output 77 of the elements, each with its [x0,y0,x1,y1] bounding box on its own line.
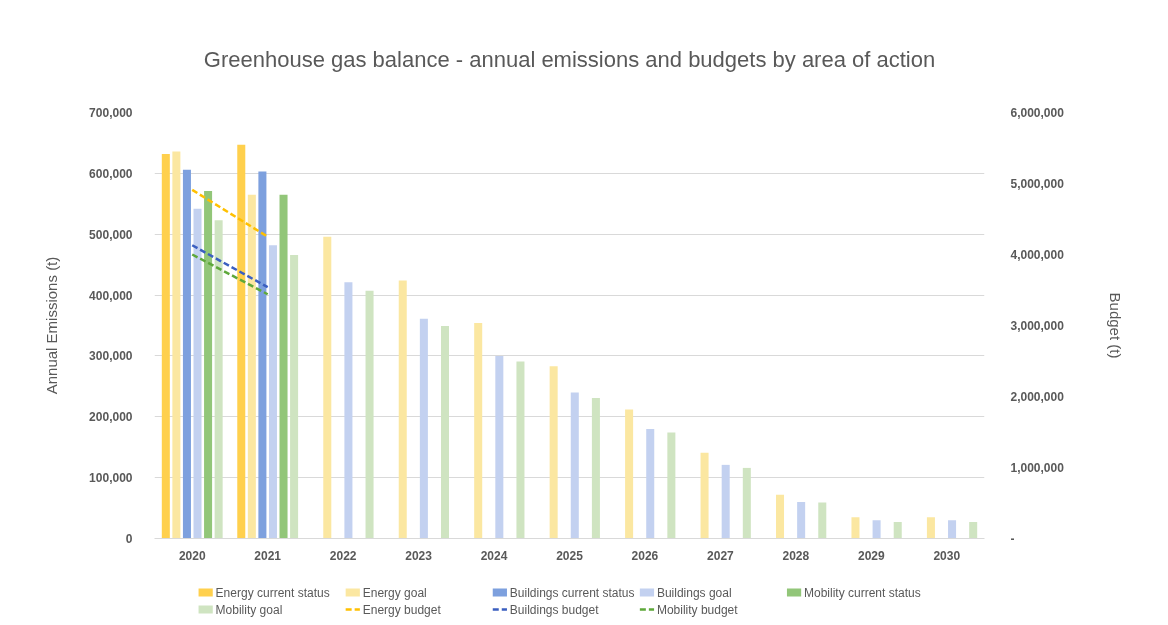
bar [214,220,223,539]
bar [268,245,277,539]
bar [161,153,170,539]
bar [625,409,634,539]
legend-label: Energy goal [362,585,427,600]
y-tick-label: 300,000 [89,349,133,364]
y2-tick-label: 4,000,000 [1010,248,1065,262]
legend-label: Energy budget [362,602,442,617]
bar [776,494,785,539]
bar [818,502,827,539]
legend-label: Buildings current status [509,585,635,600]
y2-axis-title: Budget (t) [1106,292,1124,359]
y-axis-title: Annual Emissions (t) [43,256,61,395]
bar [549,366,558,539]
legend-label: Mobility goal [215,602,283,617]
legend-label: Mobility budget [656,602,739,617]
bar [926,517,935,539]
bar [591,397,600,539]
x-tick-label: 2026 [631,548,659,563]
x-tick-label: 2024 [480,548,508,563]
bar [516,361,525,539]
bar [182,169,191,539]
x-tick-label: 2029 [857,548,885,563]
bar [742,467,751,539]
y2-tick-label: - [1010,532,1015,546]
x-tick-label: 2025 [556,548,584,563]
y-tick-label: 200,000 [89,410,133,425]
bar [290,254,299,539]
y2-tick-label: 1,000,000 [1010,461,1065,475]
bar [193,208,202,539]
y2-tick-label: 2,000,000 [1010,390,1065,404]
legend-label: Mobility current status [804,585,921,600]
bar [570,392,579,539]
x-tick-label: 2021 [254,548,282,563]
y-tick-label: 700,000 [89,106,133,120]
y-tick-label: 500,000 [89,227,133,242]
bar [474,323,483,539]
bar [204,191,213,539]
legend-label: Buildings budget [509,602,600,617]
bar [797,501,806,539]
bar [365,290,374,539]
x-tick-label: 2022 [329,548,357,563]
bar [344,282,353,539]
bar [495,355,504,539]
x-tick-label: 2023 [405,548,433,563]
bar [872,520,881,539]
y2-tick-label: 5,000,000 [1010,177,1065,191]
bar [969,522,978,539]
bar [667,432,676,539]
bar [419,318,428,539]
y2-tick-label: 6,000,000 [1010,106,1065,120]
y-tick-label: 600,000 [89,166,133,181]
bar [440,326,450,539]
y-tick-label: 100,000 [89,471,133,486]
bar [258,171,267,539]
bar [279,194,288,539]
y2-tick-label: 3,000,000 [1010,319,1065,333]
x-tick-label: 2027 [707,548,735,563]
y-tick-label: 0 [125,532,133,546]
legend-label: Buildings goal [656,585,732,600]
legend-label: Energy current status [215,585,330,600]
bar [893,522,902,539]
chart-title: Greenhouse gas balance - annual emissions and budgets by area of action [203,46,936,72]
x-tick-label: 2028 [782,548,810,563]
y-tick-label: 400,000 [89,288,133,303]
x-tick-label: 2020 [178,548,206,563]
bar [172,151,181,539]
bar [323,236,332,539]
bar [398,280,407,539]
x-tick-label: 2030 [933,548,961,563]
bar [721,464,730,539]
bar [851,517,860,539]
bar [237,144,246,539]
bar [646,428,655,539]
bar [247,194,256,539]
bar [948,520,957,539]
bar [700,452,709,539]
